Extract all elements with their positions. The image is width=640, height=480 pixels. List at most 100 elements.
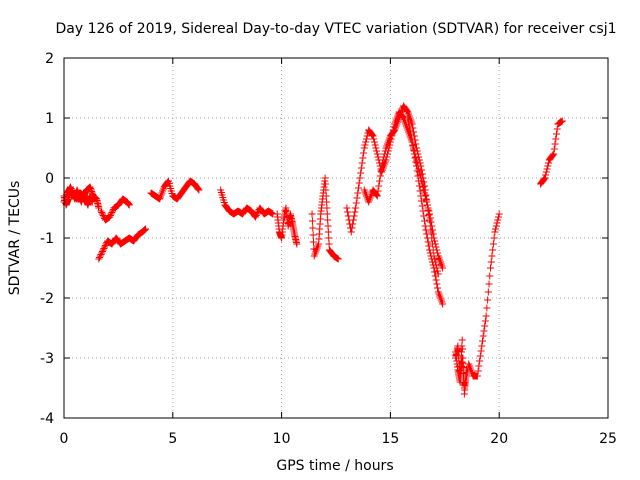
y-tick-label: -4 — [40, 411, 54, 427]
data-point — [426, 216, 434, 224]
data-point — [381, 147, 389, 155]
data-point — [416, 187, 424, 195]
data-point — [98, 209, 106, 216]
data-point — [309, 224, 317, 232]
data-point — [406, 126, 414, 134]
x-tick-label: 0 — [60, 431, 69, 447]
data-point — [323, 204, 331, 212]
data-point — [98, 249, 106, 257]
data-point — [430, 264, 438, 272]
data-point — [410, 146, 418, 154]
data-point — [293, 240, 301, 248]
axis-ticks: 0 5 10 15 20 25 -4 -3 -2 -1 0 1 2 — [40, 51, 617, 447]
data-point — [379, 156, 387, 164]
data-point — [374, 187, 382, 195]
data-point — [164, 178, 172, 186]
data-point — [376, 177, 384, 185]
series-arc8 — [308, 174, 342, 263]
series-arc6 — [217, 186, 277, 221]
data-point — [97, 207, 105, 215]
data-point — [428, 255, 436, 263]
data-point — [308, 210, 316, 218]
data-point — [459, 345, 467, 353]
data-point — [434, 249, 442, 257]
data-point — [473, 372, 481, 380]
data-point — [429, 261, 437, 269]
series-arc3 — [95, 225, 150, 263]
data-point — [418, 202, 426, 210]
data-point — [373, 150, 381, 158]
data-point — [413, 162, 421, 170]
data-point — [553, 130, 561, 138]
data-point — [380, 153, 388, 161]
y-tick-label: -1 — [40, 231, 54, 247]
data-point — [419, 174, 427, 182]
data-point — [418, 166, 426, 174]
series-arc13 — [452, 336, 471, 398]
data-point — [474, 367, 482, 375]
data-point — [373, 192, 381, 200]
data-point — [475, 362, 483, 370]
data-point — [356, 174, 364, 182]
data-point — [414, 172, 422, 180]
data-point — [425, 242, 433, 250]
data-point — [542, 171, 550, 179]
data-point — [423, 201, 431, 209]
data-point — [423, 234, 431, 242]
data-point — [413, 167, 421, 175]
data-point — [308, 217, 316, 225]
data-point — [426, 210, 434, 218]
data-point — [460, 381, 468, 389]
data-point — [427, 252, 435, 260]
data-point — [343, 204, 351, 212]
data-point — [549, 151, 557, 159]
x-tick-label: 20 — [490, 431, 508, 447]
data-point — [423, 196, 431, 204]
data-point — [426, 246, 434, 254]
data-point — [350, 212, 358, 220]
data-point — [432, 243, 440, 251]
data-point — [484, 288, 492, 296]
data-point — [439, 300, 447, 308]
data-point — [355, 179, 363, 187]
data-point — [101, 242, 109, 249]
data-point — [322, 192, 330, 200]
data-point — [101, 243, 109, 251]
y-tick-label: 2 — [45, 51, 54, 67]
data-point — [378, 159, 386, 167]
data-point — [421, 222, 429, 230]
series-arc7 — [273, 204, 301, 248]
data-point — [347, 228, 355, 236]
data-point — [390, 127, 398, 135]
series-arc5 — [147, 177, 203, 203]
data-point — [434, 284, 442, 292]
data-point — [408, 138, 416, 146]
data-point — [491, 228, 499, 236]
data-point — [407, 134, 415, 142]
data-point — [551, 140, 559, 148]
data-point — [100, 245, 108, 252]
data-point — [558, 117, 566, 125]
data-point — [420, 212, 428, 220]
y-tick-label: -2 — [40, 291, 54, 307]
data-point — [484, 296, 492, 304]
data-point — [323, 198, 331, 206]
data-point — [482, 312, 490, 320]
data-point — [410, 150, 418, 158]
data-point — [424, 206, 432, 214]
data-point — [489, 246, 497, 254]
data-point — [354, 184, 362, 192]
data-point — [321, 180, 329, 188]
data-point — [357, 164, 365, 172]
data-point — [106, 213, 114, 221]
data-point — [323, 210, 331, 218]
data-point — [362, 138, 370, 146]
data-point — [253, 210, 261, 218]
series-arc11 — [404, 114, 447, 308]
data-point — [544, 162, 552, 170]
data-point — [97, 251, 105, 258]
data-point — [375, 182, 383, 190]
data-point — [309, 231, 317, 239]
data-point — [362, 135, 370, 143]
